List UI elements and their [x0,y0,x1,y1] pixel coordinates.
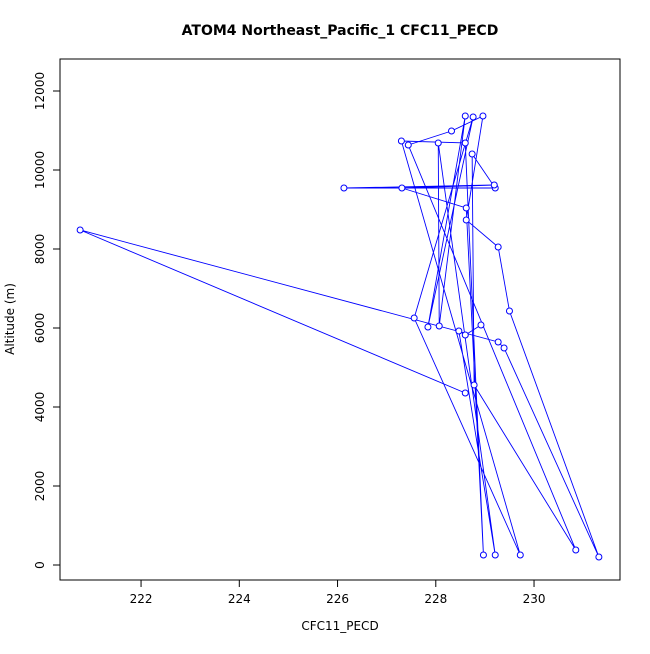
data-point [410,314,418,322]
data-point [477,321,485,329]
x-tick-label: 228 [424,592,447,606]
data-point [595,553,603,561]
data-point [461,139,469,147]
data-point [462,216,470,224]
x-tick-label: 224 [228,592,251,606]
data-point [397,137,405,145]
data-point [505,307,513,315]
y-tick-label: 4000 [33,392,47,423]
x-tick-label: 230 [523,592,546,606]
data-point [491,551,499,559]
data-point [490,181,498,189]
x-tick-label: 226 [326,592,349,606]
chart-title: ATOM4 Northeast_Pacific_1 CFC11_PECD [182,23,499,39]
data-point [572,546,580,554]
data-point [468,150,476,158]
data-line [79,115,600,558]
x-axis-label: CFC11_PECD [301,619,378,633]
data-point [461,389,469,397]
data-point [516,551,524,559]
y-tick-label: 8000 [33,234,47,265]
data-point [398,184,406,192]
data-point [435,322,443,330]
y-tick-label: 10000 [33,151,47,189]
data-point [448,127,456,135]
y-tick-label: 0 [33,561,47,569]
data-point [479,112,487,120]
y-axis-label: Altitude (m) [3,283,17,355]
data-point [470,381,478,389]
data-point [494,338,502,346]
data-point [479,551,487,559]
plot-frame [59,58,621,581]
y-tick-label: 2000 [33,471,47,502]
data-point [469,113,477,121]
data-point [404,141,412,149]
data-point [461,112,469,120]
data-point [462,204,470,212]
data-point [340,184,348,192]
x-tick-label: 222 [130,592,153,606]
data-point [461,331,469,339]
y-tick-label: 6000 [33,313,47,344]
data-point [434,139,442,147]
data-point [76,226,84,234]
data-point [424,323,432,331]
data-point [500,344,508,352]
data-point [455,327,463,335]
data-point [494,243,502,251]
y-tick-label: 12000 [33,72,47,110]
